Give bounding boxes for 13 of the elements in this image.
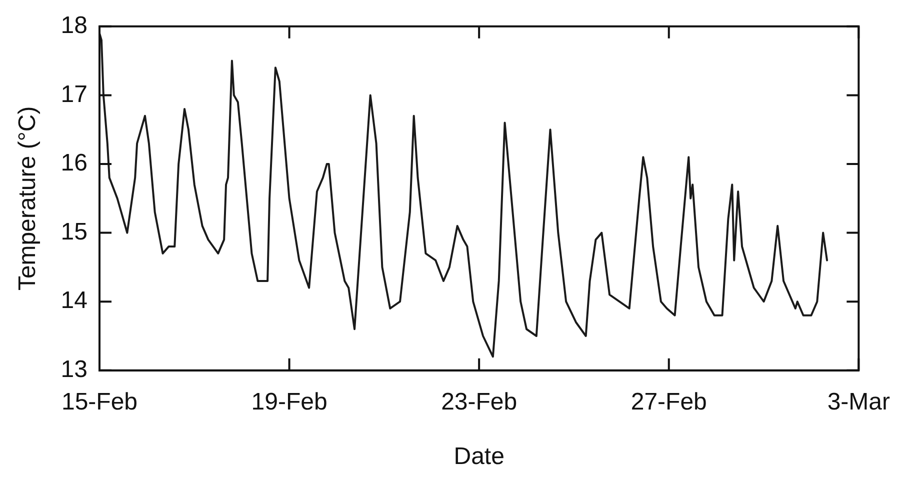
y-axis-title: Temperature (°C)	[14, 106, 42, 291]
x-tick-label: 23-Feb	[441, 388, 518, 416]
x-axis-title: Date	[454, 443, 504, 470]
y-tick-label: 15	[60, 218, 88, 246]
y-tick-label: 16	[60, 150, 88, 177]
x-tick-label: 19-Feb	[251, 388, 328, 416]
x-tick-label: 15-Feb	[61, 388, 138, 416]
x-tick-label: 27-Feb	[630, 388, 707, 416]
y-tick-label: 14	[60, 287, 88, 314]
y-tick-label: 17	[60, 80, 88, 108]
x-tick-label: 3-Mar	[827, 388, 890, 416]
y-tick-label: 18	[60, 12, 88, 40]
y-tick-label: 13	[60, 356, 88, 384]
